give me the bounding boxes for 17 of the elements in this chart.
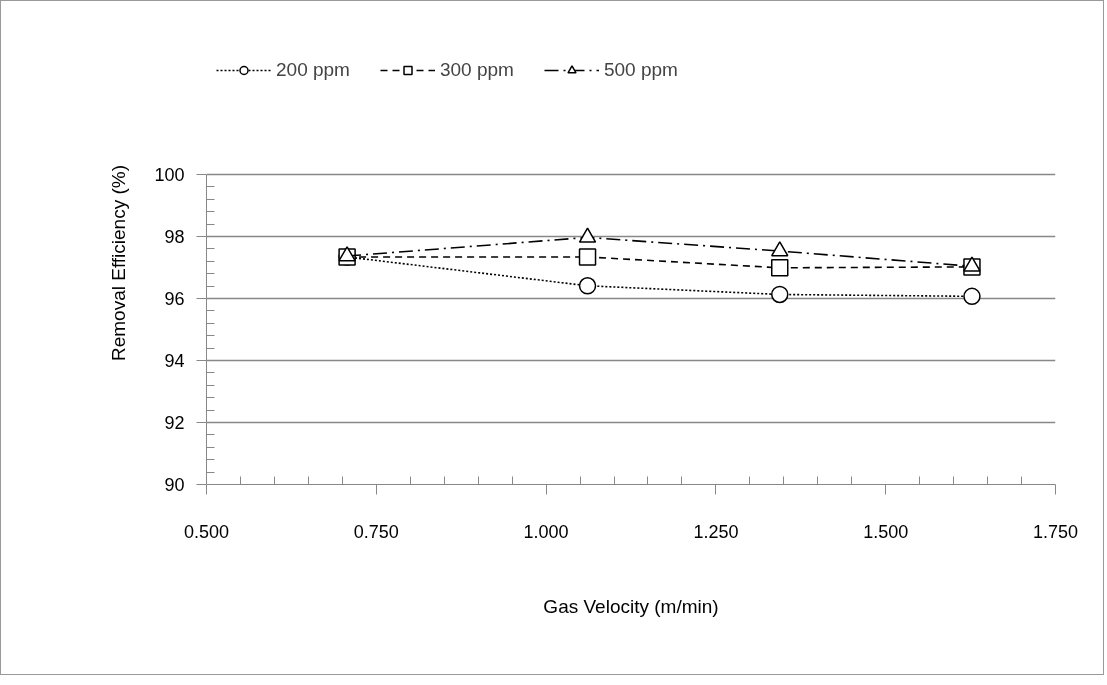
x-tick-label: 1.750: [1032, 521, 1079, 542]
y-tick-label: 96: [164, 289, 185, 309]
x-tick-label: 1.250: [693, 521, 739, 542]
x-tick-label: 0.750: [353, 521, 399, 542]
y-tick-label: 100: [154, 165, 185, 185]
y-tick-label: 90: [164, 475, 185, 495]
y-tick-label: 92: [164, 413, 185, 433]
y-tick-label: 94: [164, 351, 185, 371]
x-tick-label: 1.000: [523, 521, 569, 542]
legend-label: 200 ppm: [276, 59, 350, 81]
legend-label: 500 ppm: [603, 59, 678, 81]
legend-label: 300 ppm: [439, 59, 514, 81]
x-tick-label: 1.500: [863, 521, 909, 542]
x-tick-label: 0.500: [183, 521, 230, 542]
y-tick-label: 98: [164, 227, 185, 247]
x-axis-title: Gas Velocity (m/min): [543, 595, 719, 617]
y-axis-title: Removal Efficiency (%): [108, 164, 130, 362]
